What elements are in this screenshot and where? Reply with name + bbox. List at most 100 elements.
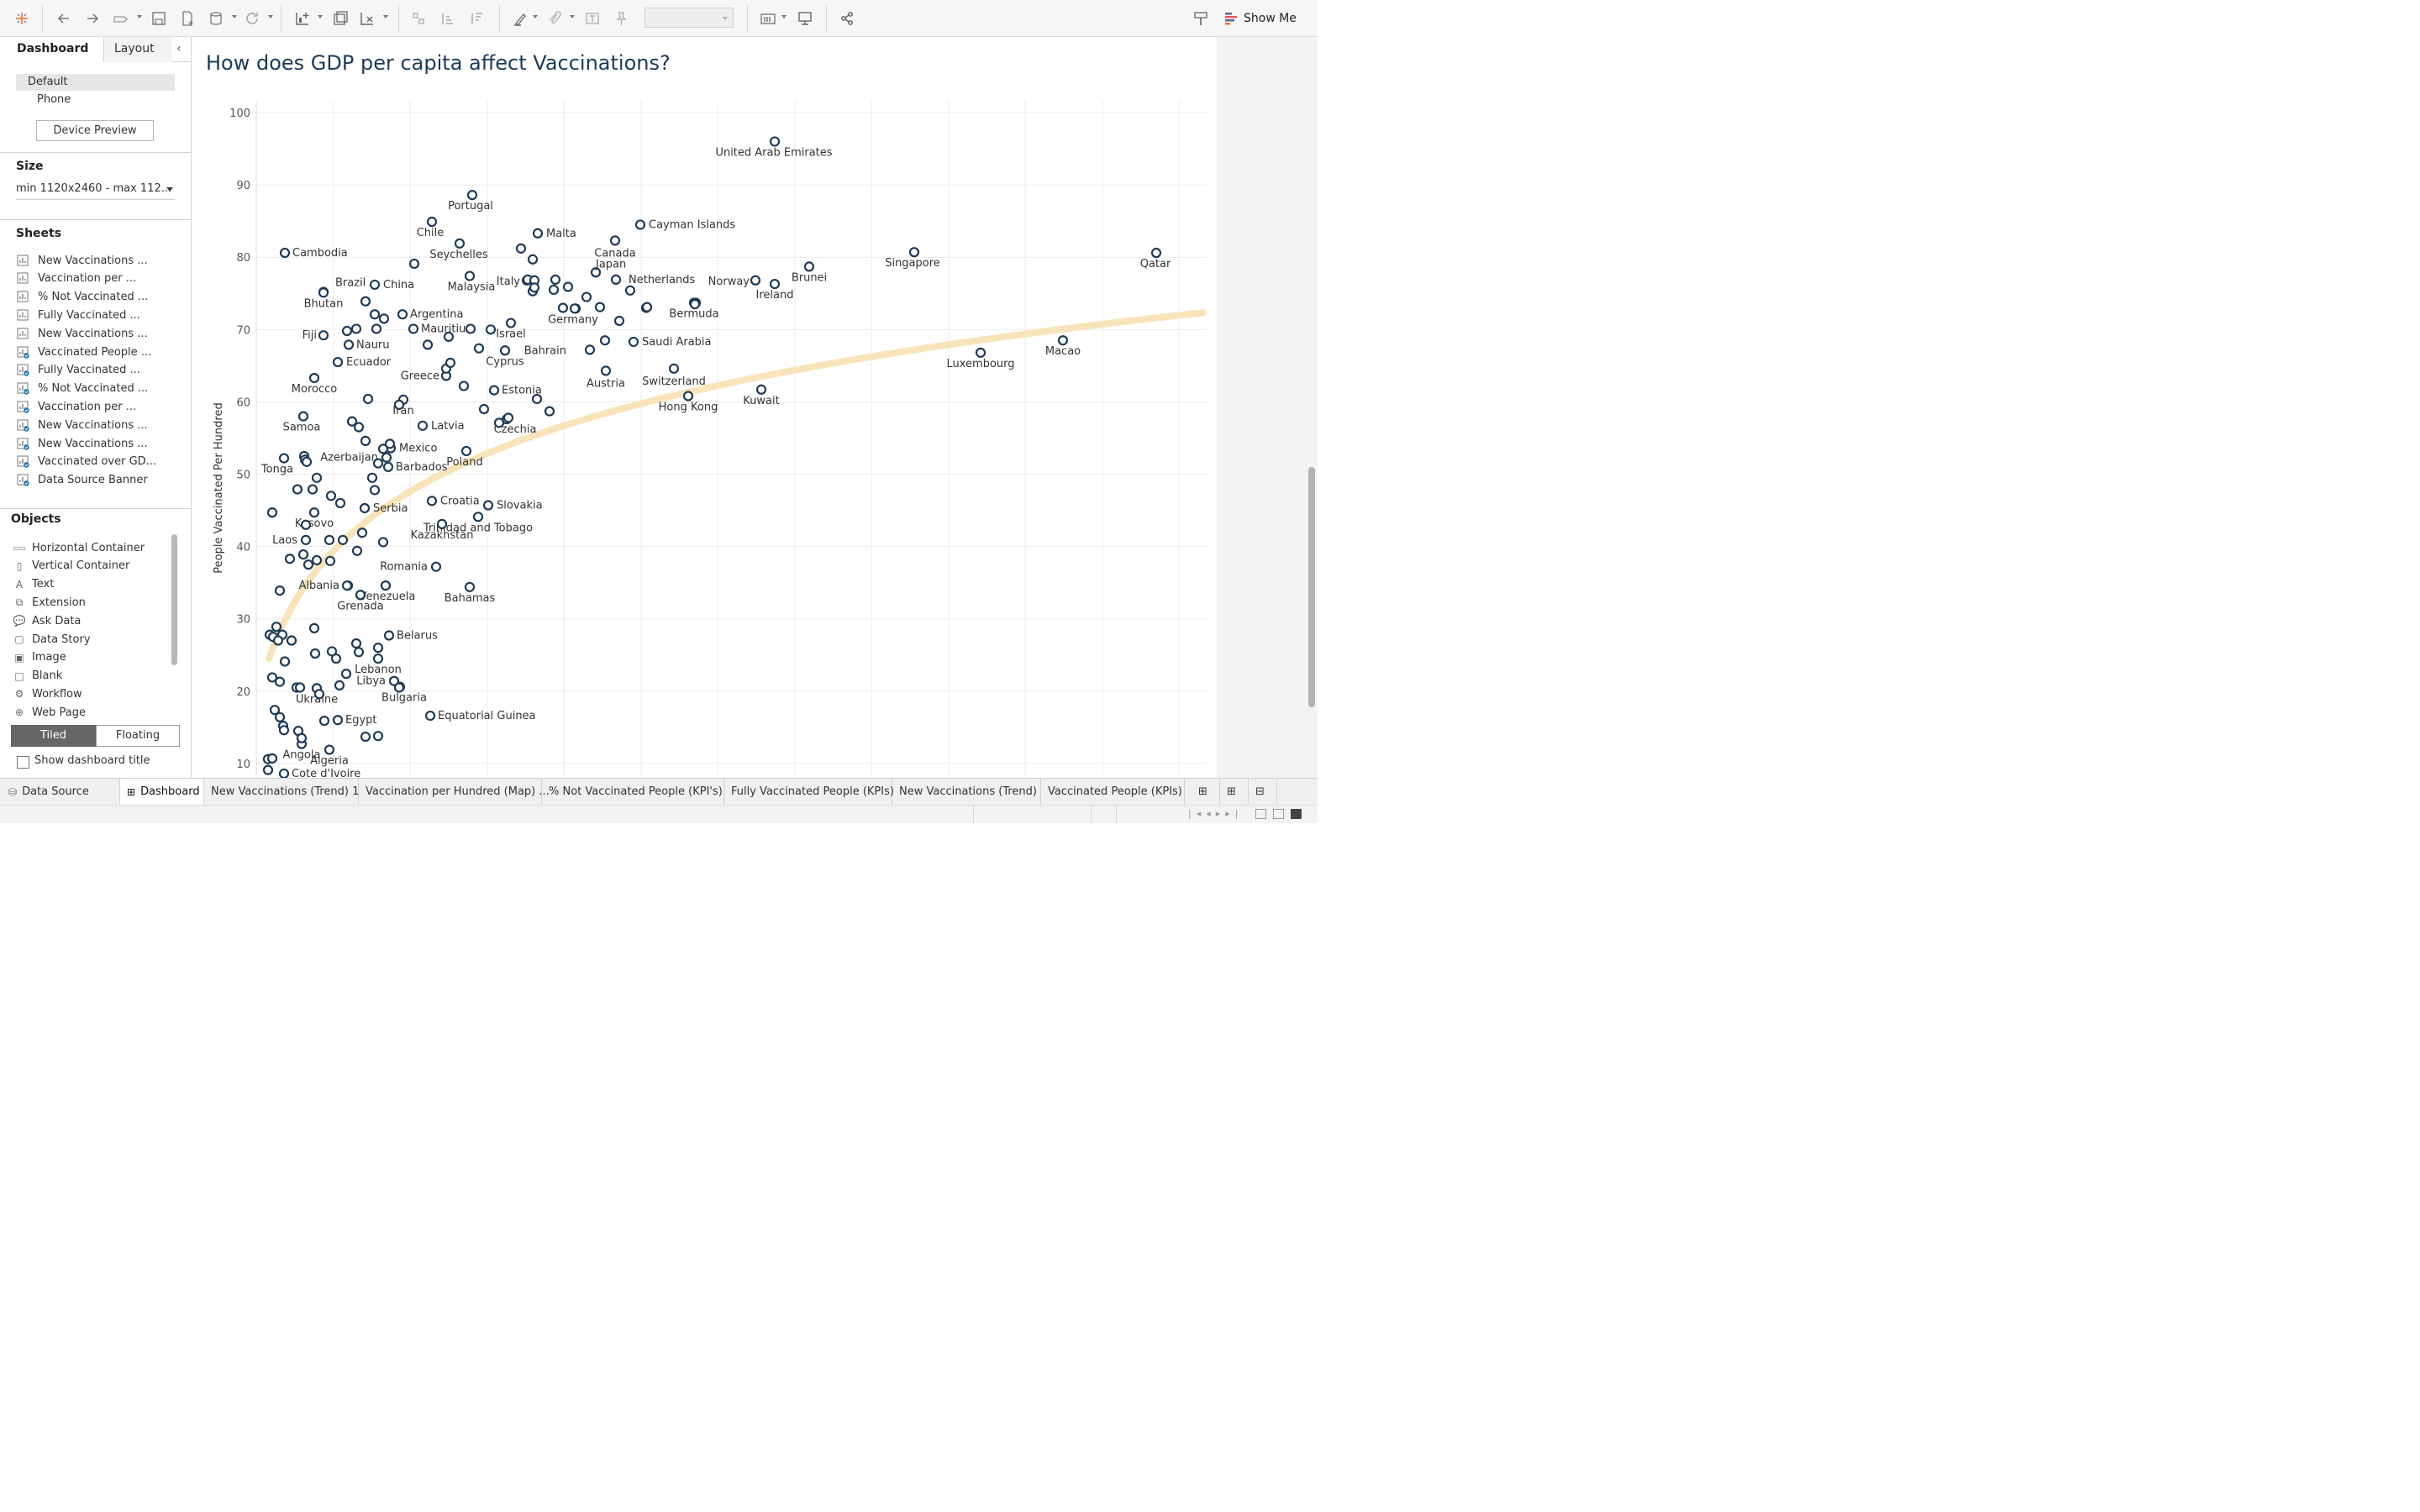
data-point[interactable] [590,267,602,278]
data-point[interactable] [544,406,555,417]
data-point[interactable] [1057,335,1069,346]
data-point[interactable] [372,653,384,664]
tab-layout[interactable]: Layout [104,37,171,62]
object-item[interactable]: □ Blank [13,668,173,685]
data-point[interactable] [465,323,476,334]
object-item[interactable]: ⊕ Web Page [13,704,173,721]
data-point[interactable] [350,323,362,334]
show-me-button[interactable]: Show Me [1223,7,1297,30]
sheet-item[interactable]: Vaccination per ... [17,398,176,415]
data-point[interactable] [975,347,986,358]
data-point[interactable] [472,512,484,522]
data-point[interactable] [803,261,815,272]
data-point[interactable] [369,485,381,496]
data-point[interactable] [343,339,355,350]
data-point[interactable] [360,296,371,307]
data-point[interactable] [351,545,363,556]
data-point[interactable] [346,416,358,427]
data-point[interactable] [372,731,384,742]
data-point[interactable] [300,519,312,530]
data-point[interactable] [393,399,405,410]
share-icon[interactable] [835,7,859,30]
device-option-default[interactable]: Default [16,74,175,91]
floating-button[interactable]: Floating [96,725,180,747]
scatter-chart[interactable]: 10 20 30 40 50 60 70 80 90 100 People Vaccinated … [192,37,1217,778]
data-point[interactable] [569,303,581,314]
data-point[interactable] [478,403,490,415]
data-point[interactable] [443,331,455,343]
data-point[interactable] [278,768,290,778]
go-to-start-icon[interactable] [109,7,133,30]
data-point[interactable] [505,318,517,328]
new-dashboard-tab-icon[interactable]: ⊞ [1220,779,1249,805]
trend-line[interactable] [266,309,1207,663]
data-point[interactable] [372,458,384,469]
data-point[interactable] [750,275,761,286]
view-mode-icons[interactable] [1255,809,1302,819]
sheet-nav-icons[interactable]: |◂◂▸▸| [1188,808,1244,819]
data-point[interactable] [430,561,442,572]
data-point[interactable] [581,291,592,302]
format-painter-icon[interactable] [1189,7,1213,30]
highlight-icon[interactable] [508,7,532,30]
object-item[interactable]: ▣ Image [13,649,173,666]
data-point[interactable] [279,656,291,667]
data-point[interactable] [454,238,466,249]
data-point[interactable] [297,411,309,422]
data-point[interactable] [311,554,323,566]
data-point[interactable] [353,422,365,433]
data-point[interactable] [332,715,344,726]
data-point[interactable] [529,282,540,293]
data-point[interactable] [311,472,323,483]
object-item[interactable]: ▯ Vertical Container [13,558,173,575]
data-point[interactable] [366,472,378,483]
data-point[interactable] [502,412,514,423]
data-point[interactable] [594,302,606,312]
data-point[interactable] [584,344,596,355]
data-point[interactable] [369,279,381,291]
show-cards-icon[interactable] [756,7,780,30]
data-point[interactable] [388,675,400,686]
data-point[interactable] [266,753,278,764]
data-point[interactable] [610,274,622,285]
sheet-item[interactable]: Fully Vaccinated ... [17,362,176,379]
data-point[interactable] [466,190,478,201]
data-point[interactable] [755,384,767,395]
data-point[interactable] [557,302,569,313]
data-point[interactable] [377,444,389,454]
data-point[interactable] [301,456,313,467]
data-point[interactable] [359,502,371,514]
data-point[interactable] [464,581,476,592]
data-point[interactable] [609,235,621,246]
sheet-tab[interactable]: New Vaccinations (Trend) 1 [204,779,359,805]
canvas-vertical-scrollbar[interactable] [1308,467,1315,707]
sheet-item[interactable]: New Vaccinations ... [17,325,176,342]
data-point[interactable] [380,580,392,591]
data-point[interactable] [382,461,394,472]
data-point[interactable] [417,420,429,431]
data-point[interactable] [531,393,543,405]
data-point[interactable] [308,372,320,384]
data-point[interactable] [296,732,308,743]
data-point[interactable] [266,507,278,518]
data-point[interactable] [308,622,320,633]
data-point[interactable] [384,438,396,449]
presentation-mode-icon[interactable] [793,7,817,30]
data-point[interactable] [272,635,284,646]
sheet-item[interactable]: Vaccinated People ... [17,344,176,360]
sheet-item[interactable]: Data Source Banner [17,472,176,489]
data-point[interactable] [318,330,329,341]
data-point[interactable] [624,285,636,296]
object-item[interactable]: ⚙ Workflow [13,685,173,702]
sheet-tab[interactable]: % Not Vaccinated People (KPI's) [542,779,724,805]
fit-selector[interactable] [644,8,734,28]
data-point[interactable] [340,669,352,680]
data-points[interactable]: United Arab Emirates Portugal Chile Malta Ca… [260,136,1171,778]
data-point[interactable] [600,365,612,376]
data-point[interactable] [334,680,345,691]
sheet-item[interactable]: Vaccination per ... [17,270,176,287]
data-point[interactable] [294,682,306,693]
data-point[interactable] [426,496,438,507]
duplicate-sheet-icon[interactable] [329,7,352,30]
data-point[interactable] [482,500,494,511]
